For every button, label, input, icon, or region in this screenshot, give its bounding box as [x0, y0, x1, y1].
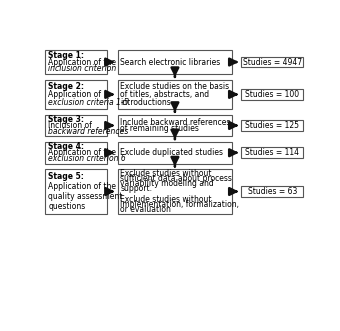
Text: of titles, abstracts, and: of titles, abstracts, and	[120, 90, 209, 99]
Text: Studies = 100: Studies = 100	[245, 90, 300, 99]
Text: Studies = 4947: Studies = 4947	[243, 58, 302, 67]
Text: Stage 1:: Stage 1:	[48, 51, 84, 60]
Bar	[118, 115, 232, 136]
Bar	[118, 80, 232, 109]
Bar	[45, 169, 107, 214]
Text: Search electronic libraries: Search electronic libraries	[120, 58, 220, 67]
Text: exclusion criteria 1-5: exclusion criteria 1-5	[48, 98, 129, 107]
Text: Exclude studies without: Exclude studies without	[120, 168, 212, 178]
Bar	[241, 57, 303, 68]
Text: questions: questions	[48, 202, 86, 211]
Bar	[45, 115, 107, 136]
Text: Include backward references: Include backward references	[120, 118, 231, 127]
Text: Exclude duplicated studies: Exclude duplicated studies	[120, 148, 223, 157]
Text: Studies = 125: Studies = 125	[245, 121, 300, 130]
Text: Studies = 114: Studies = 114	[245, 148, 300, 157]
Text: Stage 2:: Stage 2:	[48, 82, 84, 91]
Text: Application of: Application of	[48, 90, 101, 99]
Text: inclusion criterion: inclusion criterion	[48, 64, 117, 73]
Bar	[45, 80, 107, 109]
Bar	[45, 50, 107, 74]
Text: introductions: introductions	[120, 98, 171, 107]
Text: of remaining studies: of remaining studies	[120, 124, 199, 133]
Bar	[118, 50, 232, 74]
Text: Inclusion of: Inclusion of	[48, 121, 92, 130]
Text: Stage 4:: Stage 4:	[48, 142, 84, 151]
Bar	[241, 186, 303, 197]
Text: variability modeling and: variability modeling and	[120, 179, 214, 188]
Bar	[45, 142, 107, 164]
Text: implementation, formalization,: implementation, formalization,	[120, 200, 239, 209]
Text: quality assessment: quality assessment	[48, 192, 123, 201]
Text: Exclude studies without: Exclude studies without	[120, 195, 212, 204]
Bar	[241, 89, 303, 100]
Text: sufficient data about process: sufficient data about process	[120, 174, 232, 183]
Text: Stage 3:: Stage 3:	[48, 115, 84, 124]
Text: Application of the: Application of the	[48, 58, 116, 67]
Text: support.: support.	[120, 184, 152, 193]
Text: Studies = 63: Studies = 63	[248, 187, 297, 196]
Text: Application of the: Application of the	[48, 182, 116, 191]
Bar	[241, 147, 303, 158]
Text: Application of the: Application of the	[48, 148, 116, 157]
Text: Exclude studies on the basis: Exclude studies on the basis	[120, 81, 230, 90]
Bar	[241, 120, 303, 131]
Text: backward references: backward references	[48, 127, 129, 136]
Text: Stage 5:: Stage 5:	[48, 172, 84, 181]
Text: exclusion criterion 6: exclusion criterion 6	[48, 154, 126, 163]
Text: or evaluation: or evaluation	[120, 205, 171, 214]
Bar	[118, 169, 232, 214]
Bar	[118, 142, 232, 164]
